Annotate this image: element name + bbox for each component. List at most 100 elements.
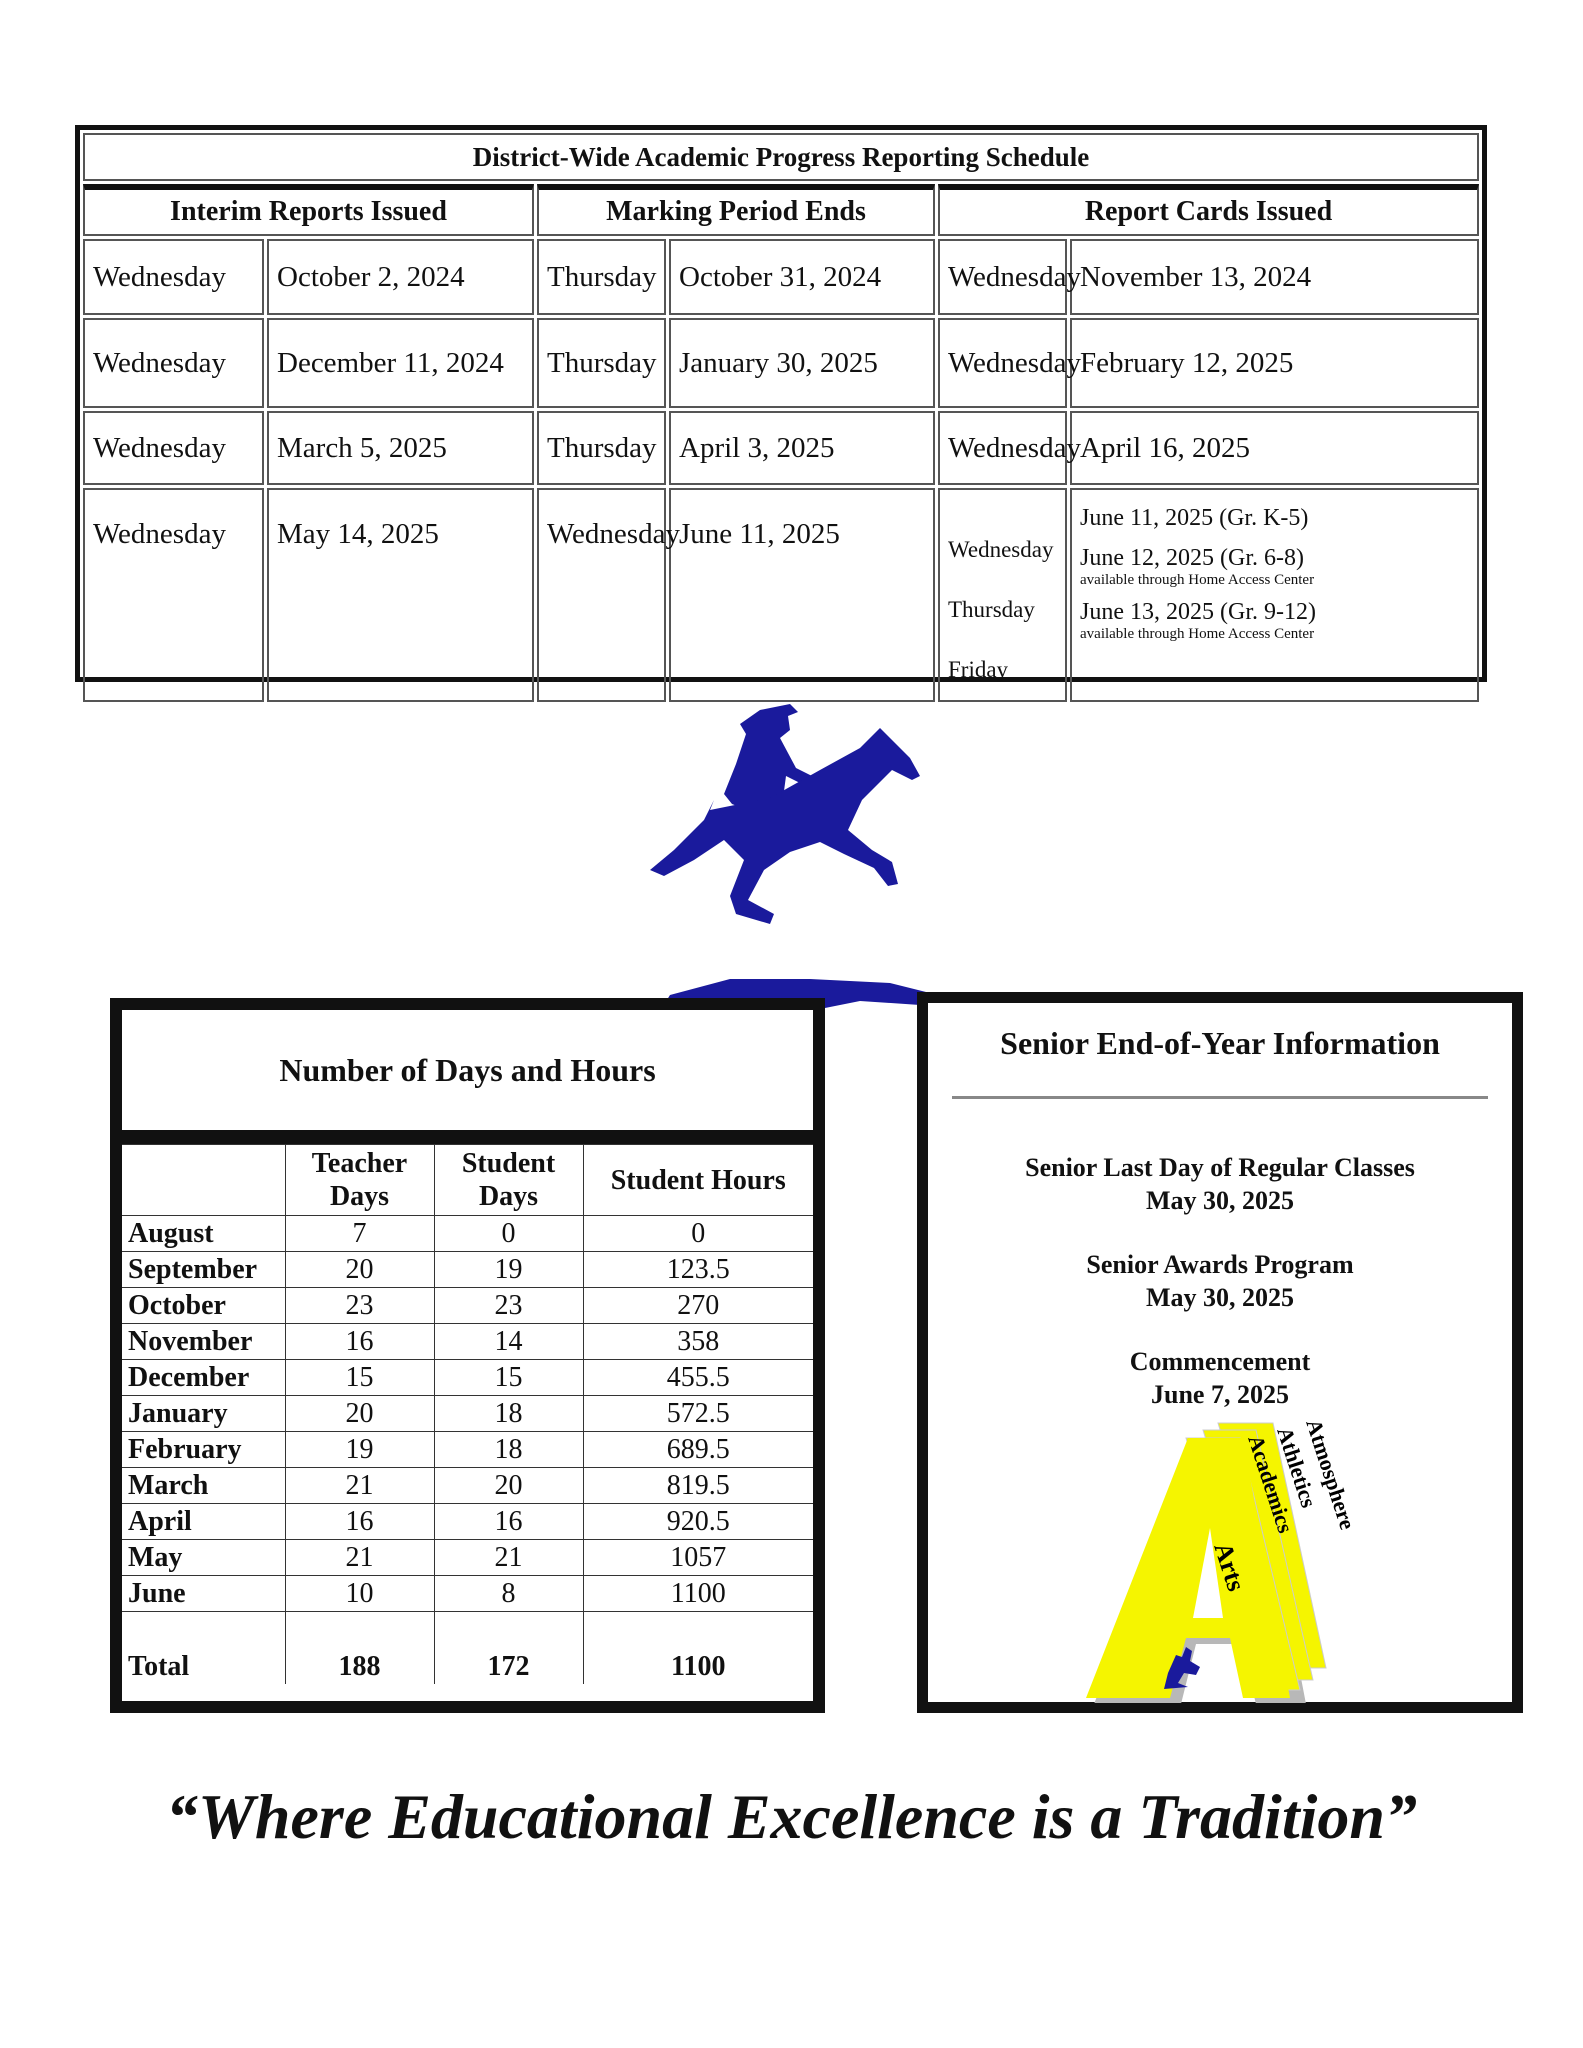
rc-note: available through Home Access Center	[1080, 572, 1315, 588]
month-row: January 20 18 572.5	[122, 1395, 813, 1432]
total-row: Total 188 172 1100	[122, 1611, 813, 1684]
month-row: May 21 21 1057	[122, 1539, 813, 1576]
month-row: February 19 18 689.5	[122, 1431, 813, 1468]
header-month	[122, 1144, 286, 1216]
student-days: 21	[433, 1539, 584, 1576]
header-marking-period: Marking Period Ends	[537, 184, 935, 236]
student-hours: 572.5	[582, 1395, 813, 1432]
interim-day: Wednesday	[83, 411, 264, 485]
event-date: May 30, 2025	[1145, 1283, 1295, 1312]
student-hours: 689.5	[582, 1431, 813, 1468]
total-teacher-days: 188	[284, 1611, 435, 1684]
teacher-days: 10	[284, 1575, 435, 1612]
rc-day: Friday	[948, 657, 1009, 682]
student-days: 0	[433, 1215, 584, 1252]
mp-date: January 30, 2025	[669, 318, 935, 408]
rc-date: June 11, 2025 (Gr. K-5)	[1080, 505, 1309, 531]
mp-date: April 3, 2025	[669, 411, 935, 485]
header-student-hours: Student Hours	[582, 1144, 813, 1216]
month-row: December 15 15 455.5	[122, 1359, 813, 1396]
rc-days: Wednesday Thursday Friday	[938, 488, 1067, 702]
header-teacher-days: Teacher Days	[284, 1144, 435, 1216]
schedule-row: Wednesday March 5, 2025 Thursday April 3…	[83, 411, 1479, 485]
schedule-title: District-Wide Academic Progress Reportin…	[83, 133, 1479, 181]
schedule-row: Wednesday October 2, 2024 Thursday Octob…	[83, 239, 1479, 315]
rc-date: June 13, 2025 (Gr. 9-12)	[1080, 599, 1316, 625]
rc-date: April 16, 2025	[1070, 411, 1479, 485]
days-table-header-row: Teacher Days Student Days Student Hours	[122, 1144, 813, 1216]
student-days: 14	[433, 1323, 584, 1360]
student-hours: 270	[582, 1287, 813, 1324]
teacher-days: 19	[284, 1431, 435, 1468]
reporting-schedule-table: District-Wide Academic Progress Reportin…	[75, 125, 1487, 702]
student-days: 15	[433, 1359, 584, 1396]
event-date: May 30, 2025	[1145, 1186, 1295, 1215]
teacher-days: 15	[284, 1359, 435, 1396]
month: April	[122, 1503, 286, 1540]
month: January	[122, 1395, 286, 1432]
rc-day: Wednesday	[938, 239, 1081, 315]
student-days: 18	[433, 1395, 584, 1432]
month-row: October 23 23 270	[122, 1287, 813, 1324]
student-days: 23	[433, 1287, 584, 1324]
header-student-days: Student Days	[433, 1144, 584, 1216]
mascot-horse-rider-icon	[650, 704, 930, 1011]
rc-date: June 12, 2025 (Gr. 6-8)	[1080, 545, 1304, 571]
mp-day: Thursday	[537, 239, 666, 315]
student-hours: 1057	[582, 1539, 813, 1576]
month-row: March 21 20 819.5	[122, 1467, 813, 1504]
student-hours: 123.5	[582, 1251, 813, 1288]
event-name: Commencement	[1129, 1347, 1311, 1376]
mp-day: Thursday	[537, 411, 666, 485]
schedule-row: Wednesday December 11, 2024 Thursday Jan…	[83, 318, 1479, 408]
rc-day: Wednesday	[948, 537, 1054, 562]
month-row: November 16 14 358	[122, 1323, 813, 1360]
interim-date: March 5, 2025	[267, 411, 534, 485]
month: December	[122, 1359, 286, 1396]
teacher-days: 16	[284, 1503, 435, 1540]
senior-event: Senior Awards Program May 30, 2025	[928, 1248, 1512, 1314]
teacher-days: 20	[284, 1251, 435, 1288]
month-row: June 10 8 1100	[122, 1575, 813, 1612]
interim-day: Wednesday	[83, 488, 264, 702]
event-name: Senior Last Day of Regular Classes	[1025, 1153, 1415, 1182]
month-row: September 20 19 123.5	[122, 1251, 813, 1288]
month: October	[122, 1287, 286, 1324]
teacher-days: 23	[284, 1287, 435, 1324]
total-student-hours: 1100	[582, 1611, 813, 1684]
month: May	[122, 1539, 286, 1576]
senior-event: Commencement June 7, 2025	[928, 1345, 1512, 1411]
interim-date: December 11, 2024	[267, 318, 534, 408]
senior-info-box: Senior End-of-Year Information Senior La…	[917, 992, 1523, 1713]
student-hours: 358	[582, 1323, 813, 1360]
month: August	[122, 1215, 286, 1252]
teacher-days: 7	[284, 1215, 435, 1252]
month: November	[122, 1323, 286, 1360]
senior-event: Senior Last Day of Regular Classes May 3…	[928, 1151, 1512, 1217]
student-hours: 1100	[582, 1575, 813, 1612]
interim-date: October 2, 2024	[267, 239, 534, 315]
interim-day: Wednesday	[83, 239, 264, 315]
month: March	[122, 1467, 286, 1504]
schedule-row: Wednesday May 14, 2025 Wednesday June 11…	[83, 488, 1479, 702]
mp-date: June 11, 2025	[669, 488, 935, 702]
rc-date: February 12, 2025	[1070, 318, 1479, 408]
interim-date: May 14, 2025	[267, 488, 534, 702]
header-report-cards: Report Cards Issued	[938, 184, 1479, 236]
student-days: 19	[433, 1251, 584, 1288]
total-label: Total	[122, 1611, 286, 1684]
rc-day: Wednesday	[938, 411, 1081, 485]
student-days: 20	[433, 1467, 584, 1504]
month-row: April 16 16 920.5	[122, 1503, 813, 1540]
senior-title: Senior End-of-Year Information	[1000, 1025, 1440, 1061]
interim-day: Wednesday	[83, 318, 264, 408]
teacher-days: 16	[284, 1323, 435, 1360]
rc-note: available through Home Access Center	[1080, 626, 1315, 642]
rc-day: Thursday	[948, 597, 1035, 622]
mp-date: October 31, 2024	[669, 239, 935, 315]
rc-date: November 13, 2024	[1070, 239, 1479, 315]
rc-day: Wednesday	[938, 318, 1081, 408]
four-a-logo-icon: Atmosphere Athletics Academics Arts	[1086, 1418, 1358, 1703]
student-hours: 819.5	[582, 1467, 813, 1504]
student-days: 8	[433, 1575, 584, 1612]
